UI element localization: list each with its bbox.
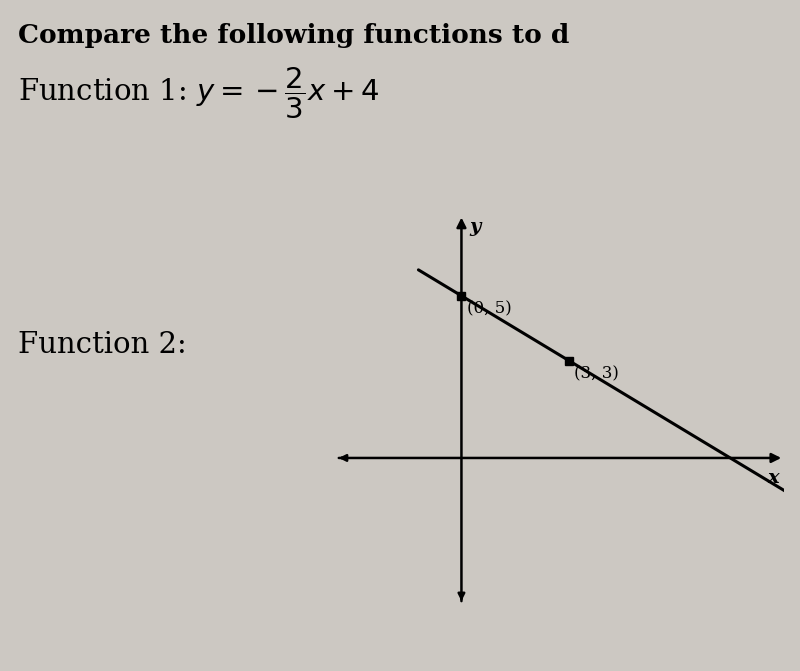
Text: (3, 3): (3, 3) <box>574 366 619 382</box>
Text: y: y <box>470 218 481 236</box>
Text: Function 1: $y = -\dfrac{2}{3}x + 4$: Function 1: $y = -\dfrac{2}{3}x + 4$ <box>18 66 379 121</box>
Text: (0, 5): (0, 5) <box>467 301 511 317</box>
Text: x: x <box>767 469 778 487</box>
Text: Function 2:: Function 2: <box>18 331 186 359</box>
Text: Compare the following functions to d: Compare the following functions to d <box>18 23 570 48</box>
